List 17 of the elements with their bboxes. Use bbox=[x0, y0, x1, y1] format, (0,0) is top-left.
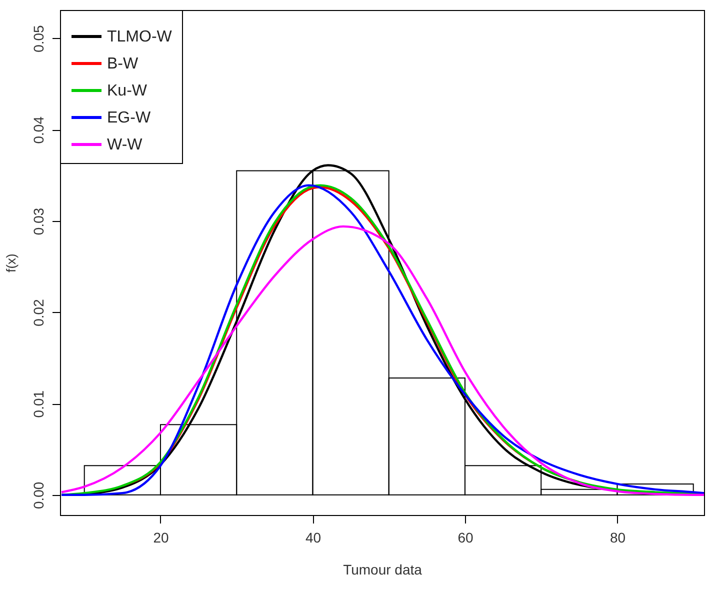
x-tick-label: 80 bbox=[610, 530, 626, 546]
legend-label: Ku-W bbox=[107, 82, 148, 100]
legend-label: B-W bbox=[107, 56, 139, 72]
x-tick-label: 20 bbox=[153, 530, 169, 546]
y-tick-label: 0.01 bbox=[30, 390, 46, 418]
y-tick-label: 0.00 bbox=[30, 482, 46, 510]
y-tick-label: 0.02 bbox=[30, 298, 46, 326]
legend-label: W-W bbox=[107, 136, 144, 154]
y-axis-title: f(x) bbox=[4, 254, 18, 272]
y-tick-label: 0.04 bbox=[30, 116, 46, 144]
legend-label: EG-W bbox=[107, 110, 152, 126]
y-tick-label: 0.03 bbox=[30, 208, 46, 236]
y-tick-label: 0.05 bbox=[30, 24, 46, 52]
x-tick-label: 40 bbox=[305, 530, 322, 546]
x-axis-title: Tumour data bbox=[343, 562, 422, 578]
x-tick-label: 60 bbox=[458, 530, 474, 546]
legend-label: TLMO-W bbox=[107, 28, 173, 46]
